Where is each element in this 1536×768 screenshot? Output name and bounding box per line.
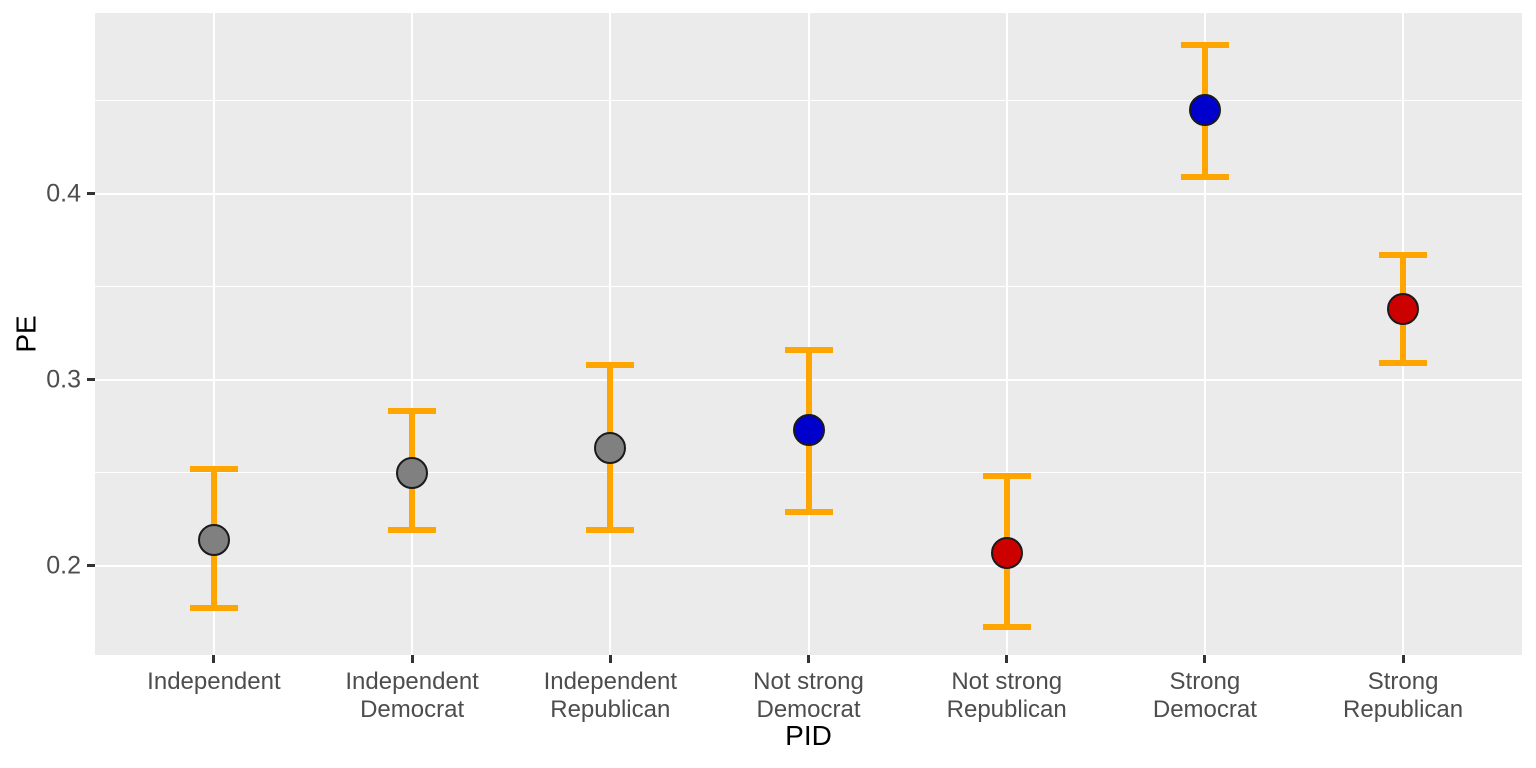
x-axis-tick-label: Independent xyxy=(147,668,281,695)
x-axis-tick-label: Not strong Democrat xyxy=(753,668,864,723)
x-axis-tick xyxy=(410,655,414,663)
errorbar-cap xyxy=(784,508,833,515)
x-axis-tick xyxy=(807,655,810,663)
errorbar-cap xyxy=(1180,173,1229,180)
errorbar-cap xyxy=(982,624,1031,631)
errorbar-cap xyxy=(388,527,437,534)
x-axis-tick xyxy=(212,655,216,663)
errorbar-cap xyxy=(982,473,1031,480)
y-axis-tick xyxy=(87,564,95,568)
errorbar-cap xyxy=(1180,41,1229,48)
point-estimate-marker xyxy=(1188,93,1221,126)
point-estimate-marker xyxy=(594,432,627,465)
y-axis-title: PE xyxy=(10,315,42,353)
x-axis-tick xyxy=(608,655,612,663)
errorbar-cap xyxy=(1379,359,1428,366)
y-axis-tick-label: 0.3 xyxy=(46,365,81,394)
point-estimate-marker xyxy=(197,523,230,556)
major-gridline-vertical xyxy=(807,13,810,655)
point-estimate-marker xyxy=(792,413,825,446)
major-gridline-vertical xyxy=(212,13,215,655)
major-gridline-vertical xyxy=(1005,13,1008,655)
y-axis-tick xyxy=(87,378,95,382)
errorbar-cap xyxy=(1379,251,1428,258)
x-axis-tick-label: Not strong Republican xyxy=(946,668,1067,723)
point-estimate-marker xyxy=(990,536,1023,569)
x-axis-title: PID xyxy=(785,720,832,751)
errorbar-cap xyxy=(586,527,635,534)
errorbar-cap xyxy=(189,465,238,472)
errorbar-cap xyxy=(586,361,635,368)
y-axis-tick-label: 0.4 xyxy=(46,179,81,207)
major-gridline-vertical xyxy=(411,13,414,655)
x-axis-tick-label: Strong Democrat xyxy=(1152,668,1257,723)
errorbar-cap xyxy=(189,605,238,612)
x-axis-tick-label: Independent Democrat xyxy=(345,668,479,723)
major-gridline-vertical xyxy=(609,13,612,655)
errorbar-cap xyxy=(784,346,833,353)
major-gridline-vertical xyxy=(1203,13,1206,655)
x-axis-tick xyxy=(1203,655,1207,663)
x-axis-tick xyxy=(1401,655,1405,663)
point-estimate-marker xyxy=(396,456,429,489)
y-axis-tick-label: 0.2 xyxy=(46,551,81,580)
x-axis-tick xyxy=(1005,655,1009,663)
y-axis-tick xyxy=(87,192,95,195)
plot-panel xyxy=(95,13,1522,655)
x-axis-tick-label: Independent Republican xyxy=(543,668,678,723)
point-estimate-marker xyxy=(1387,292,1420,325)
errorbar-cap xyxy=(388,408,437,415)
x-axis-tick-label: Strong Republican xyxy=(1343,668,1464,723)
